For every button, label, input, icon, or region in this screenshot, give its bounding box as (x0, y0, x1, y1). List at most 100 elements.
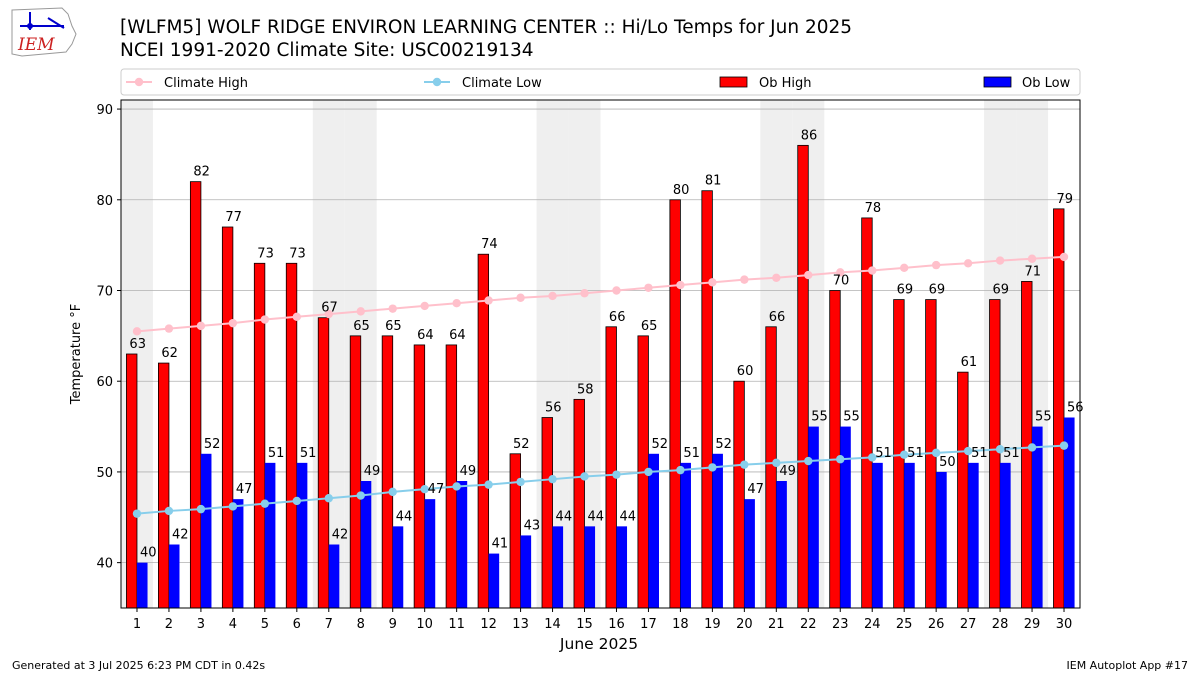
climate-high-point-17 (644, 283, 653, 292)
ob-high-bar-7 (317, 317, 330, 609)
climate-low-point-18 (676, 465, 685, 475)
climate-high-point-28 (995, 256, 1005, 265)
x-tick-label-4: 4 (229, 617, 237, 632)
x-tick-label-10: 10 (416, 617, 433, 632)
y-tick-label-80: 80 (96, 194, 113, 209)
ob-low-bar-30 (1064, 417, 1075, 608)
climate-high-point-1 (132, 327, 142, 336)
climate-low-point-22 (804, 456, 813, 466)
climate-low-point-10 (420, 484, 429, 494)
legend-climate-low-marker (432, 77, 442, 87)
ob-low-label-3: 52 (204, 437, 221, 452)
climate-low-point-4 (228, 502, 238, 511)
x-tick-label-22: 22 (800, 617, 817, 632)
chart-title: [WLFM5] WOLF RIDGE ENVIRON LEARNING CENT… (120, 17, 853, 38)
x-tick-label-1: 1 (133, 617, 141, 632)
ob-high-label-23: 70 (833, 274, 850, 289)
climate-low-point-24 (868, 453, 877, 462)
ob-high-bar-23 (829, 290, 841, 609)
climate-low-point-25 (899, 450, 909, 459)
ob-low-label-29: 55 (1035, 410, 1052, 425)
ob-low-bar-9 (392, 526, 404, 608)
climate-high-point-24 (868, 266, 877, 275)
ob-high-bar-18 (669, 199, 681, 609)
x-tick-label-29: 29 (1024, 617, 1041, 632)
climate-low-point-15 (580, 472, 589, 481)
ob-low-bar-28 (1000, 462, 1011, 608)
climate-high-point-4 (228, 318, 238, 328)
ob-high-label-2: 62 (161, 346, 178, 361)
ob-low-label-28: 51 (1003, 446, 1020, 461)
climate-high-point-21 (772, 273, 781, 282)
x-tick-label-26: 26 (928, 617, 945, 632)
ob-high-bar-10 (413, 344, 426, 609)
climate-low-point-20 (740, 460, 749, 469)
climate-high-point-8 (356, 307, 365, 316)
ob-low-label-23: 55 (843, 410, 860, 425)
climate-low-point-16 (612, 470, 621, 479)
ob-high-label-26: 69 (929, 283, 946, 298)
x-tick-label-6: 6 (293, 617, 301, 632)
ob-low-bar-27 (968, 462, 979, 608)
ob-low-bar-15 (584, 526, 596, 608)
generated-timestamp: Generated at 3 Jul 2025 6:23 PM CDT in 0… (12, 659, 266, 672)
ob-high-label-19: 81 (705, 174, 722, 189)
climate-low-point-26 (931, 448, 941, 458)
ob-low-label-26: 50 (939, 455, 956, 470)
y-tick-label-70: 70 (96, 285, 113, 300)
ob-low-bar-7 (328, 544, 340, 608)
climate-high-point-2 (164, 324, 174, 333)
ob-low-bar-4 (232, 499, 244, 608)
chart-subtitle: NCEI 1991-2020 Climate Site: USC00219134 (120, 40, 534, 61)
x-tick-label-7: 7 (325, 617, 333, 632)
ob-high-bar-24 (861, 217, 873, 609)
ob-high-bar-16 (605, 326, 617, 609)
climate-high-point-16 (612, 286, 621, 295)
legend-ob-high-label: Ob High (759, 76, 812, 91)
climate-high-point-14 (548, 291, 557, 301)
climate-high-point-19 (708, 278, 717, 287)
x-tick-label-11: 11 (448, 617, 465, 632)
climate-low-point-17 (644, 467, 653, 477)
ob-high-label-12: 74 (481, 237, 498, 252)
climate-high-point-20 (740, 275, 749, 284)
ob-low-label-21: 49 (779, 464, 796, 479)
climate-high-point-18 (676, 280, 685, 290)
ob-high-label-4: 77 (225, 210, 242, 225)
app-credit: IEM Autoplot App #17 (1066, 659, 1189, 672)
legend-ob-low-label: Ob Low (1022, 76, 1071, 91)
climate-high-point-30 (1059, 252, 1069, 262)
x-tick-label-23: 23 (832, 617, 849, 632)
ob-high-label-29: 71 (1025, 264, 1042, 279)
ob-high-label-14: 56 (545, 401, 562, 416)
climate-low-point-12 (484, 480, 493, 489)
climate-high-point-9 (388, 304, 397, 313)
x-tick-label-3: 3 (197, 617, 205, 632)
climate-low-point-11 (452, 482, 461, 491)
ob-high-label-7: 67 (321, 301, 338, 316)
climate-low-point-6 (292, 496, 302, 506)
ob-low-bar-29 (1032, 426, 1043, 608)
climate-low-point-23 (836, 455, 845, 464)
ob-low-label-10: 47 (428, 482, 445, 497)
x-tick-label-25: 25 (896, 617, 913, 632)
ob-low-bar-8 (360, 481, 372, 608)
climate-low-point-14 (548, 474, 557, 484)
ob-high-bar-22 (797, 144, 809, 609)
ob-high-label-21: 66 (769, 310, 786, 325)
ob-high-label-18: 80 (673, 183, 690, 198)
ob-high-bar-9 (381, 335, 394, 609)
ob-low-label-4: 47 (236, 482, 253, 497)
ob-high-label-9: 65 (385, 319, 402, 334)
iem-logo-text: IEM (17, 35, 55, 55)
legend-ob-high-swatch (719, 76, 748, 88)
x-axis-label: June 2025 (559, 635, 638, 653)
ob-low-bar-21 (776, 481, 787, 608)
x-tick-label-12: 12 (480, 617, 497, 632)
ob-high-bar-30 (1053, 208, 1065, 609)
climate-high-point-11 (452, 299, 461, 308)
climate-high-line (136, 255, 1065, 333)
x-tick-label-9: 9 (389, 617, 397, 632)
ob-low-label-20: 47 (747, 482, 764, 497)
ob-high-label-28: 69 (993, 283, 1010, 298)
